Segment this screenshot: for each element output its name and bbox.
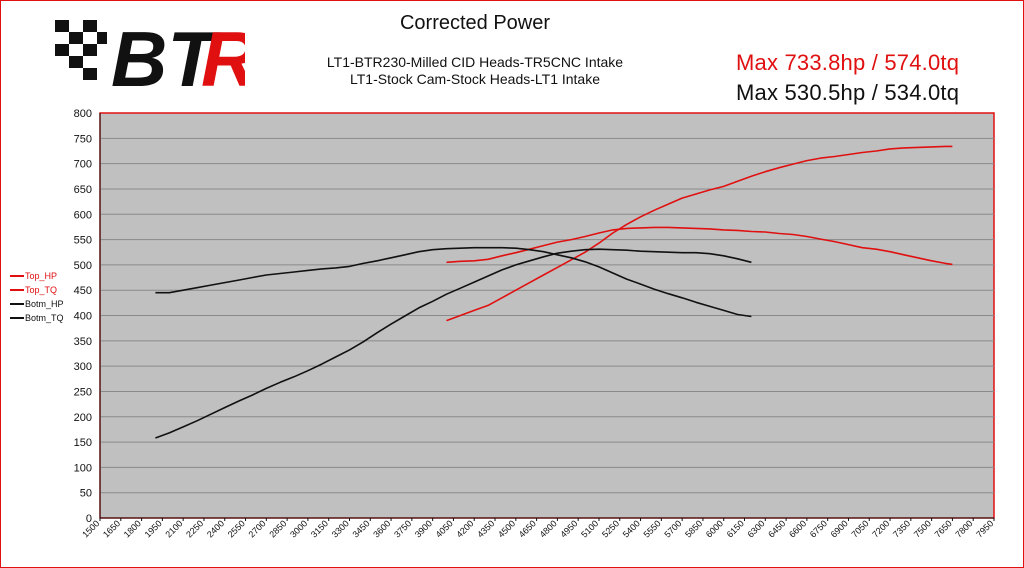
- x-tick-label: 1500: [80, 518, 101, 539]
- chart-title: Corrected Power: [399, 12, 551, 34]
- x-tick-label: 3900: [413, 518, 434, 539]
- y-tick-label: 450: [74, 285, 92, 297]
- x-tick-label: 6750: [808, 518, 829, 539]
- x-tick-label: 6450: [766, 518, 787, 539]
- legend-label: Top_TQ: [25, 285, 58, 295]
- legend-label: Botm_HP: [25, 299, 64, 309]
- legend-swatch: [10, 289, 24, 291]
- y-tick-label: 300: [74, 361, 92, 373]
- x-tick-label: 7950: [974, 518, 995, 539]
- y-tick-label: 150: [74, 437, 92, 449]
- checkered-flag-icon: [55, 20, 107, 80]
- y-tick-label: 250: [74, 386, 92, 398]
- y-tick-label: 200: [74, 412, 92, 424]
- x-tick-label: 4500: [496, 518, 517, 539]
- y-tick-label: 550: [74, 235, 92, 247]
- x-tick-label: 3300: [330, 518, 351, 539]
- y-tick-label: 600: [74, 209, 92, 221]
- btr-logo: BT R: [55, 15, 245, 94]
- svg-text:R: R: [201, 15, 245, 94]
- x-tick-label: 5100: [579, 518, 600, 539]
- x-tick-label: 6000: [704, 518, 725, 539]
- x-tick-label: 4650: [517, 518, 538, 539]
- x-tick-label: 2700: [247, 518, 268, 539]
- x-tick-label: 4200: [454, 518, 475, 539]
- y-tick-label: 0: [86, 513, 92, 525]
- x-tick-label: 2250: [184, 518, 205, 539]
- legend-label: Top_HP: [25, 271, 58, 281]
- x-tick-label: 1650: [101, 518, 122, 539]
- x-tick-label: 7350: [891, 518, 912, 539]
- x-tick-label: 6600: [787, 518, 808, 539]
- y-tick-label: 50: [80, 488, 92, 500]
- series-line-botm-tq: [155, 246, 752, 318]
- x-tick-label: 3150: [309, 518, 330, 539]
- x-tick-label: 1950: [143, 518, 164, 539]
- x-tick-label: 7650: [933, 518, 954, 539]
- y-tick-label: 800: [74, 108, 92, 120]
- legend-item: Botm_HP: [10, 297, 64, 311]
- x-tick-label: 7800: [953, 518, 974, 539]
- y-tick-label: 700: [74, 159, 92, 171]
- x-tick-label: 6900: [829, 518, 850, 539]
- max-bottom-readout: Max 530.5hp / 534.0tq: [736, 80, 960, 105]
- series-line-botm-hp: [155, 248, 752, 439]
- x-tick-label: 1800: [122, 518, 143, 539]
- y-tick-label: 650: [74, 184, 92, 196]
- x-tick-label: 7200: [870, 518, 891, 539]
- y-tick-label: 750: [74, 133, 92, 145]
- x-tick-label: 5250: [600, 518, 621, 539]
- x-tick-label: 3750: [392, 518, 413, 539]
- x-tick-label: 5700: [662, 518, 683, 539]
- x-tick-label: 2400: [205, 518, 226, 539]
- x-tick-label: 4050: [434, 518, 455, 539]
- x-tick-label: 6150: [725, 518, 746, 539]
- y-tick-label: 350: [74, 336, 92, 348]
- y-tick-label: 100: [74, 462, 92, 474]
- legend-item: Top_HP: [10, 269, 64, 283]
- series-line-top-hp: [446, 145, 953, 322]
- x-tick-label: 3450: [350, 518, 371, 539]
- x-tick-label: 4950: [558, 518, 579, 539]
- x-tick-label: 5850: [683, 518, 704, 539]
- svg-text:BT: BT: [111, 15, 221, 94]
- legend-item: Botm_TQ: [10, 311, 64, 325]
- legend-swatch: [10, 275, 24, 277]
- x-tick-label: 2100: [163, 518, 184, 539]
- series-line-top-tq: [446, 226, 953, 266]
- y-tick-label: 400: [74, 311, 92, 323]
- x-tick-label: 5550: [642, 518, 663, 539]
- x-tick-label: 7500: [912, 518, 933, 539]
- chart-subtitle-top: LT1-BTR230-Milled CID Heads-TR5CNC Intak…: [326, 54, 624, 70]
- x-tick-label: 6300: [745, 518, 766, 539]
- x-tick-label: 4800: [538, 518, 559, 539]
- x-tick-label: 2850: [267, 518, 288, 539]
- x-tick-label: 4350: [475, 518, 496, 539]
- x-tick-label: 3000: [288, 518, 309, 539]
- x-tick-label: 5400: [621, 518, 642, 539]
- chart-legend: Top_HP Top_TQ Botm_HP Botm_TQ: [10, 269, 64, 325]
- x-tick-label: 3600: [371, 518, 392, 539]
- legend-item: Top_TQ: [10, 283, 64, 297]
- legend-swatch: [10, 317, 24, 319]
- x-tick-label: 2550: [226, 518, 247, 539]
- legend-swatch: [10, 303, 24, 305]
- chart-subtitle-bottom: LT1-Stock Cam-Stock Heads-LT1 Intake: [349, 71, 601, 87]
- max-top-readout: Max 733.8hp / 574.0tq: [736, 50, 960, 75]
- y-tick-label: 500: [74, 260, 92, 272]
- legend-label: Botm_TQ: [25, 313, 64, 323]
- x-tick-label: 7050: [849, 518, 870, 539]
